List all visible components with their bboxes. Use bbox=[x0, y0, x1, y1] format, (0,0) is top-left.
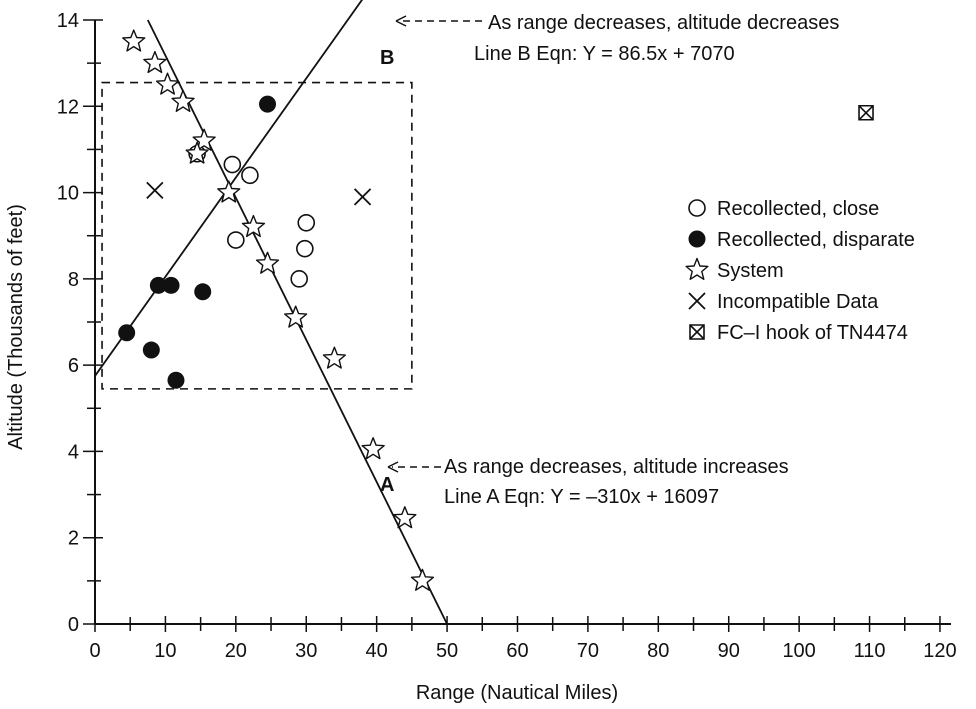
y-tick-label: 0 bbox=[68, 614, 79, 636]
legend-open-circle-marker bbox=[688, 199, 706, 217]
x-point bbox=[146, 181, 164, 200]
legend-label: Recollected, close bbox=[717, 198, 879, 220]
x-tick-label: 20 bbox=[225, 640, 247, 662]
legend-label: FC–I hook of TN4474 bbox=[717, 322, 908, 344]
legend-label: Recollected, disparate bbox=[717, 229, 915, 251]
line-a-note: As range decreases, altitude increases bbox=[444, 456, 789, 478]
star-point bbox=[171, 89, 195, 112]
line-a-arrow-head bbox=[387, 461, 399, 473]
x-tick-label: 90 bbox=[718, 640, 740, 662]
star-point bbox=[241, 214, 266, 238]
x-tick-label: 40 bbox=[366, 640, 388, 662]
filled-circle-point bbox=[118, 324, 136, 342]
y-tick-label: 8 bbox=[68, 269, 79, 291]
star-point bbox=[192, 128, 216, 151]
x-tick-label: 60 bbox=[506, 640, 528, 662]
y-tick-label: 4 bbox=[68, 441, 79, 463]
x-tick-label: 0 bbox=[89, 640, 100, 662]
line-a-equation: Line A Eqn: Y = –310x + 16097 bbox=[444, 486, 719, 508]
filled-circle-point bbox=[167, 371, 185, 389]
open-circle-point bbox=[297, 213, 316, 232]
legend-x-marker bbox=[688, 292, 706, 310]
data-points bbox=[118, 29, 874, 591]
x-tick-label: 80 bbox=[647, 640, 669, 662]
line-b-note: As range decreases, altitude decreases bbox=[488, 12, 839, 34]
filled-circle-point bbox=[149, 276, 167, 294]
line-b-tag: B bbox=[380, 47, 394, 69]
legend-star-marker bbox=[685, 257, 709, 280]
y-tick-label: 10 bbox=[57, 183, 79, 205]
filled-circle-point bbox=[194, 283, 212, 301]
y-tick-label: 6 bbox=[68, 355, 79, 377]
y-tick-label: 2 bbox=[68, 528, 79, 550]
y-axis-title: Altitude (Thousands of feet) bbox=[5, 204, 27, 450]
filled-circle-point bbox=[162, 276, 180, 294]
dashed-box-region bbox=[101, 81, 413, 390]
x-tick-label: 120 bbox=[923, 640, 956, 662]
legend-filled-circle-marker bbox=[688, 230, 706, 248]
open-circle-point bbox=[296, 239, 314, 258]
star-point bbox=[217, 180, 241, 203]
star-point bbox=[122, 29, 146, 52]
legend-label: System bbox=[717, 260, 784, 282]
star-point bbox=[155, 72, 180, 95]
filled-circle-point bbox=[259, 95, 277, 113]
open-circle-point bbox=[227, 231, 245, 249]
open-circle-point bbox=[223, 155, 242, 174]
legend-label: Incompatible Data bbox=[717, 291, 879, 313]
y-tick-label: 14 bbox=[57, 10, 79, 32]
y-tick-label: 12 bbox=[57, 96, 79, 118]
open-circle-point bbox=[241, 166, 259, 185]
x-tick-label: 50 bbox=[436, 640, 458, 662]
x-point bbox=[353, 188, 372, 206]
legend: Recollected, close Recollected, disparate… bbox=[685, 198, 915, 344]
x-tick-label: 100 bbox=[782, 640, 815, 662]
line-b-arrow-head bbox=[395, 15, 407, 27]
star-point bbox=[361, 437, 385, 460]
star-point bbox=[255, 251, 280, 274]
open-circle-point bbox=[290, 270, 308, 288]
legend-boxed-x-marker bbox=[689, 324, 705, 340]
line-a-tag: A bbox=[380, 474, 394, 496]
star-point bbox=[284, 305, 308, 328]
x-tick-label: 70 bbox=[577, 640, 599, 662]
star-point bbox=[185, 141, 209, 164]
star-point bbox=[143, 50, 167, 74]
fit-lines bbox=[94, 0, 448, 625]
star-point bbox=[410, 568, 435, 591]
star-point bbox=[322, 346, 346, 369]
x-axis-title: Range (Nautical Miles) bbox=[416, 682, 618, 704]
dashed-box bbox=[101, 81, 413, 390]
x-tick-label: 10 bbox=[154, 640, 176, 662]
filled-circle-point bbox=[142, 341, 160, 359]
boxed-x-point bbox=[858, 104, 874, 121]
line-b-equation: Line B Eqn: Y = 86.5x + 7070 bbox=[474, 43, 735, 65]
x-tick-label: 110 bbox=[854, 640, 886, 662]
star-point bbox=[393, 506, 417, 529]
x-tick-label: 30 bbox=[295, 640, 317, 662]
axes: 0 10 20 30 40 50 60 70 80 90 100 110 120 0 2 4 6 8 10 12 14 bbox=[57, 10, 957, 662]
